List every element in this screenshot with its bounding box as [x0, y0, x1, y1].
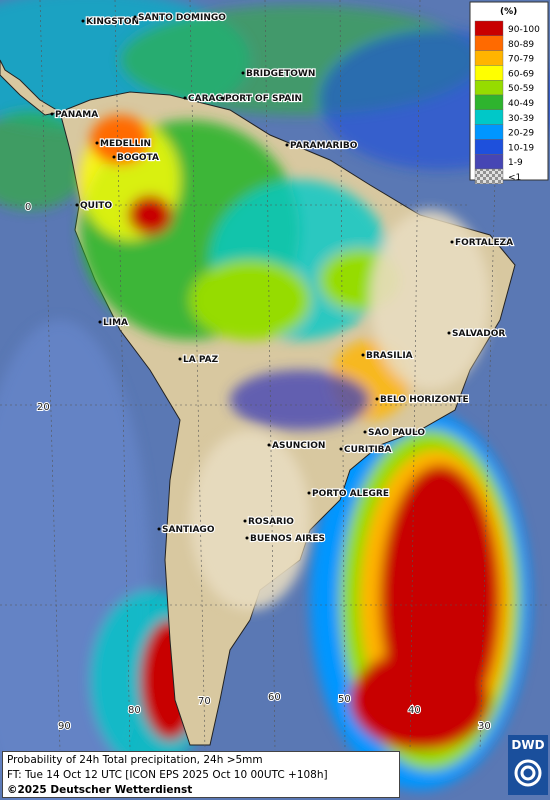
legend: (%) 90-100 80-89 70-79 60-69 50-59 40-49 30-39 2…: [469, 1, 549, 185]
city-dot: [183, 96, 187, 100]
legend-label: 50-59: [508, 84, 534, 94]
lat-label: 0: [25, 202, 31, 213]
city-label: ROSARIO: [248, 517, 294, 527]
legend-unit: (%): [500, 7, 517, 17]
lon-label: 60: [268, 692, 281, 703]
lon-label: 90: [58, 721, 71, 732]
legend-swatch: [474, 35, 504, 51]
city-dot: [339, 447, 343, 451]
city-label: BOGOTA: [117, 153, 159, 163]
lon-label: 50: [338, 694, 351, 705]
city-label: MEDELLIN: [100, 139, 151, 149]
city-label: PANAMA: [55, 110, 98, 120]
city-dot: [363, 430, 367, 434]
graticule: [0, 0, 550, 751]
legend-label: 60-69: [508, 69, 534, 79]
city-dot: [285, 143, 289, 147]
city-dot: [361, 353, 365, 357]
central-america: [0, 59, 62, 116]
logo-text: DWD: [511, 738, 545, 752]
city-dot: [245, 536, 249, 540]
city-label: BRIDGETOWN: [246, 69, 315, 79]
city-dot: [241, 71, 245, 75]
city-dot: [450, 240, 454, 244]
legend-swatch: [474, 153, 504, 170]
city-label: LA PAZ: [183, 355, 219, 365]
footer-line: Probability of 24h Total precipitation, …: [7, 754, 263, 766]
legend-swatch: [474, 139, 504, 155]
city-label: SANTIAGO: [162, 525, 215, 535]
city-dot: [50, 112, 54, 116]
legend-label: 70-79: [508, 55, 534, 65]
city-dot: [178, 357, 182, 361]
city-dot: [220, 96, 224, 100]
city-label: SAO PAULO: [368, 428, 425, 438]
city-label: PORTO ALEGRE: [312, 489, 389, 499]
legend-label: <1: [508, 173, 521, 183]
city-label: SANTO DOMINGO: [138, 13, 226, 23]
city-label: PARAMARIBO: [290, 141, 358, 151]
city-dot: [447, 331, 451, 335]
lon-label: 70: [198, 696, 211, 707]
legend-label: 30-39: [508, 114, 534, 124]
city-dot: [75, 203, 79, 207]
city-dot: [81, 19, 85, 23]
legend-swatch: [474, 124, 504, 140]
legend-label: 20-29: [508, 129, 534, 139]
city-label: PORT OF SPAIN: [225, 94, 302, 104]
city-dot: [243, 519, 247, 523]
city-dot: [375, 397, 379, 401]
city-label: SALVADOR: [452, 329, 505, 339]
city-dot: [95, 141, 99, 145]
legend-swatch: [474, 79, 504, 96]
logo-swirl: [514, 759, 542, 787]
city-dot: [307, 491, 311, 495]
lon-label: 40: [408, 705, 421, 716]
legend-swatch: [474, 65, 504, 81]
legend-swatch: [474, 94, 504, 111]
lon-label: 30: [478, 721, 491, 732]
city-label: BUENOS AIRES: [250, 534, 325, 544]
footer-line: FT: Tue 14 Oct 12 UTC [ICON EPS 2025 Oct…: [7, 769, 328, 781]
city-dot: [133, 15, 137, 19]
legend-label: 10-19: [508, 143, 534, 153]
legend-label: 90-100: [508, 25, 540, 35]
legend-swatch: [474, 20, 504, 37]
city-label: CARACAS: [188, 94, 236, 104]
city-dot: [112, 155, 116, 159]
city-label: QUITO: [80, 201, 112, 211]
lat-label: 20: [37, 402, 50, 413]
city-label: KINGSTON: [86, 17, 139, 27]
lon-label: 80: [128, 705, 141, 716]
city-dot: [157, 527, 161, 531]
city-label: ASUNCION: [272, 441, 325, 451]
legend-swatch: [474, 50, 504, 66]
city-label: FORTALEZA: [455, 238, 513, 248]
footer: Probability of 24h Total precipitation, …: [2, 751, 400, 798]
city-dot: [267, 443, 271, 447]
legend-swatch: [474, 168, 504, 185]
legend-label: 40-49: [508, 99, 534, 109]
city-label: BELO HORIZONTE: [380, 395, 469, 405]
city-label: CURITIBA: [344, 445, 392, 455]
city-dot: [98, 320, 102, 324]
legend-label: 1-9: [508, 158, 523, 168]
copyright: ©2025 Deutscher Wetterdienst: [7, 784, 193, 796]
logo: DWD: [508, 735, 548, 795]
legend-label: 80-89: [508, 40, 534, 50]
precip-land: [80, 115, 490, 610]
legend-swatch: [474, 109, 504, 125]
city-label: BRASILIA: [366, 351, 413, 361]
city-label: LIMA: [103, 318, 128, 328]
